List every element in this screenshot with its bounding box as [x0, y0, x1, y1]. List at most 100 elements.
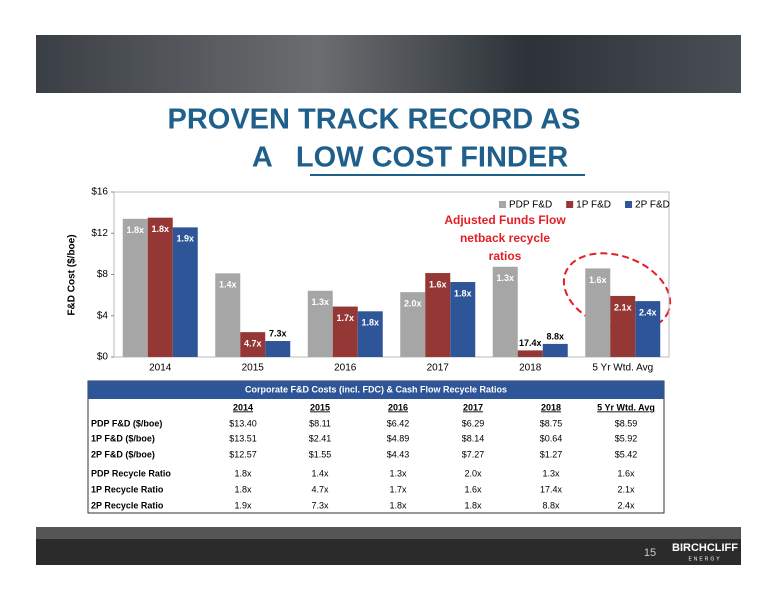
bar — [122, 218, 148, 357]
table-cell: 7.3x — [311, 500, 329, 510]
table-cell: 1.3x — [542, 468, 560, 478]
table-cell: $6.42 — [387, 418, 410, 428]
y-tick-label: $16 — [91, 187, 108, 198]
bar — [635, 301, 661, 357]
bar — [492, 266, 518, 357]
row-label: 1P F&D ($/boe) — [91, 433, 155, 443]
data-label: 1.4x — [219, 280, 237, 290]
row-label: PDP Recycle Ratio — [91, 468, 171, 478]
table-header: 2018 — [541, 402, 561, 412]
table-cell: 1.3x — [389, 468, 407, 478]
data-label: 1.8x — [361, 318, 379, 328]
bar — [172, 227, 198, 357]
table-cell: $13.51 — [229, 433, 257, 443]
x-tick-label: 2017 — [427, 363, 450, 374]
legend-swatch — [566, 201, 574, 208]
logo: BIRCHCLIFF — [672, 542, 738, 554]
bar — [307, 290, 333, 357]
x-tick-label: 2014 — [149, 363, 172, 374]
table-header: 2016 — [388, 402, 408, 412]
bar — [585, 268, 611, 357]
legend-swatch — [499, 201, 506, 208]
x-tick-label: 2016 — [334, 363, 357, 374]
table-cell: $8.59 — [615, 418, 638, 428]
data-label: 1.8x — [454, 288, 472, 298]
data-label: 1.6x — [589, 275, 607, 285]
table-cell: $4.43 — [387, 449, 410, 459]
x-tick-label: 5 Yr Wtd. Avg — [592, 363, 653, 374]
table-cell: 1.8x — [234, 484, 252, 494]
bar — [240, 332, 266, 357]
y-tick-label: $12 — [91, 228, 108, 239]
table-header: 2015 — [310, 402, 330, 412]
table-header: 2017 — [463, 402, 483, 412]
x-tick-label: 2015 — [242, 363, 265, 374]
annotation: ratios — [489, 249, 522, 263]
bar — [265, 341, 291, 357]
bar — [215, 273, 241, 357]
table-cell: $8.11 — [309, 418, 331, 428]
table-cell: $7.27 — [462, 449, 485, 459]
data-label: 1.8x — [126, 225, 144, 235]
data-label: 2.0x — [404, 299, 422, 309]
row-label: 1P Recycle Ratio — [91, 484, 164, 494]
table-cell: $6.29 — [462, 418, 485, 428]
page-number: 15 — [644, 547, 656, 559]
row-label: 2P F&D ($/boe) — [91, 449, 155, 459]
table-cell: $5.92 — [615, 433, 638, 443]
logo-sub: ENERGY — [688, 556, 721, 562]
data-label: 2.1x — [614, 302, 632, 312]
x-tick-label: 2018 — [519, 363, 542, 374]
data-label: 1.3x — [311, 297, 329, 307]
data-label: 17.4x — [519, 338, 542, 348]
bar — [542, 343, 568, 357]
bar — [450, 282, 476, 357]
table-cell: $4.89 — [387, 433, 410, 443]
data-label: 1.7x — [336, 313, 354, 323]
table-cell: 2.4x — [617, 500, 635, 510]
table-cell: 1.6x — [617, 468, 635, 478]
header-image — [36, 35, 741, 93]
table-cell: $8.14 — [462, 433, 485, 443]
row-label: PDP F&D ($/boe) — [91, 418, 162, 428]
data-label: 1.3x — [496, 273, 514, 283]
bar — [610, 295, 636, 357]
table-cell: 1.6x — [464, 484, 482, 494]
table-frame — [87, 380, 665, 514]
table-cell: $1.27 — [540, 449, 563, 459]
table-title-bar — [88, 381, 664, 399]
table-cell: 1.8x — [234, 468, 252, 478]
table-header: 5 Yr Wtd. Avg — [597, 402, 655, 412]
table-cell: 2.1x — [617, 484, 635, 494]
legend-label: 1P F&D — [576, 200, 611, 211]
data-label: 2.4x — [639, 307, 657, 317]
table-cell: 1.8x — [464, 500, 482, 510]
table-cell: 1.4x — [311, 468, 329, 478]
data-label: 1.8x — [151, 224, 169, 234]
footer-pattern — [36, 527, 741, 539]
y-axis-label: F&D Cost ($/boe) — [67, 234, 78, 315]
data-label: 8.8x — [546, 331, 564, 341]
legend-label: PDP F&D — [509, 200, 552, 211]
table-cell: $1.55 — [309, 449, 332, 459]
bar — [332, 306, 358, 357]
table-cell: $5.42 — [615, 449, 638, 459]
y-tick-label: $8 — [97, 269, 109, 280]
title-line: PROVEN TRACK RECORD AS — [167, 104, 580, 136]
legend-swatch — [625, 201, 633, 208]
table-cell: 1.9x — [234, 500, 252, 510]
table-header: 2014 — [233, 402, 253, 412]
table-cell: 1.8x — [389, 500, 407, 510]
table-cell: $2.41 — [309, 433, 332, 443]
bar — [517, 350, 543, 357]
data-label: 4.7x — [244, 339, 262, 349]
data-label: 1.6x — [429, 279, 447, 289]
table-cell: $13.40 — [229, 418, 257, 428]
row-label: 2P Recycle Ratio — [91, 500, 164, 510]
y-tick-label: $4 — [97, 310, 109, 321]
table-cell: 8.8x — [542, 500, 560, 510]
table-cell: $0.64 — [540, 433, 563, 443]
table-cell: $12.57 — [229, 449, 257, 459]
data-label: 1.9x — [176, 234, 194, 244]
